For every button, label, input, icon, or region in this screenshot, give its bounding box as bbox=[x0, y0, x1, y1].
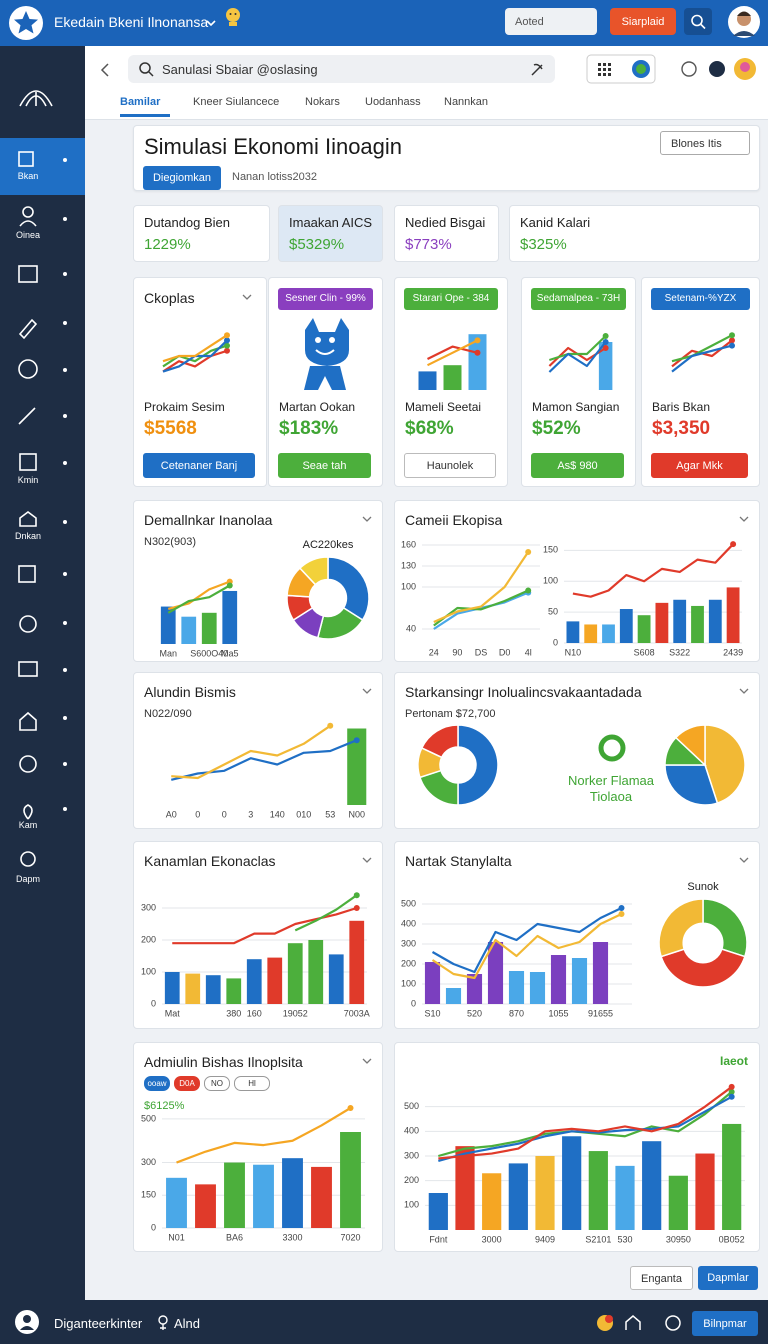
panel-title: Admiulin Bishas Ilnoplsita bbox=[144, 1054, 303, 1070]
panel-card bbox=[394, 1042, 760, 1252]
emoji-icon bbox=[226, 8, 240, 26]
logo bbox=[9, 6, 43, 40]
sidebar-label: Dnkan bbox=[14, 531, 41, 541]
chip[interactable]: Hl bbox=[234, 1076, 270, 1091]
stat-label: Nedied Bisgai bbox=[405, 215, 486, 230]
secondary-button[interactable]: Enganta bbox=[630, 1266, 693, 1290]
bottom-status: Alnd bbox=[174, 1316, 201, 1331]
product-name: Mamon Sangian bbox=[532, 400, 620, 414]
bottom-user: Diganteerkinter bbox=[54, 1316, 143, 1331]
brand-text: Norker Flamaa bbox=[568, 773, 654, 788]
sidebar-icons bbox=[18, 90, 67, 867]
highlight-value: $6125% bbox=[144, 1100, 185, 1112]
search-button[interactable] bbox=[684, 8, 712, 35]
caret bbox=[206, 20, 216, 27]
avatar[interactable] bbox=[727, 4, 761, 40]
product-button[interactable]: Agar Mkk bbox=[651, 453, 748, 478]
panel-card bbox=[133, 841, 383, 1029]
stat-label: Imaakan AICS bbox=[289, 215, 373, 230]
product-value: $183% bbox=[279, 418, 339, 439]
panel-title: Starkansingr Inolualincsvakaantadada bbox=[405, 684, 642, 700]
bottom-icons bbox=[15, 1310, 681, 1334]
search-bar[interactable]: Sanulasi Sbaiar @oslasing bbox=[128, 55, 555, 83]
panel-subtitle: N022/090 bbox=[144, 708, 192, 720]
product-button[interactable]: Cetenaner Banj bbox=[143, 453, 255, 478]
primary-footer-button[interactable]: Dapmlar bbox=[698, 1266, 758, 1290]
toolbar-icons[interactable] bbox=[586, 54, 761, 84]
product-badge: Sesner Clin - 99% bbox=[278, 288, 373, 310]
search-icons bbox=[139, 62, 543, 77]
tab[interactable]: Bamilar bbox=[120, 96, 161, 108]
brand-text: Tiolaoa bbox=[589, 789, 633, 804]
chip[interactable]: D0A bbox=[174, 1076, 200, 1091]
tab[interactable]: Nokars bbox=[305, 96, 340, 108]
product-card bbox=[521, 277, 636, 487]
header-button[interactable]: Diegiomkan bbox=[143, 166, 221, 190]
panel-title: Cameii Ekopisa bbox=[405, 512, 503, 528]
stat-value: $773% bbox=[405, 236, 452, 253]
stat-label: Kanid Kalari bbox=[520, 215, 591, 230]
tab[interactable]: Kneer Siulancece bbox=[193, 96, 280, 108]
product-button[interactable]: As$ 980 bbox=[531, 453, 624, 478]
panel-subtitle: N302(903) bbox=[144, 536, 196, 548]
product-title: Ckoplas bbox=[144, 290, 195, 306]
back-button[interactable] bbox=[98, 62, 112, 78]
page-title: Simulasi Ekonomi Iinoagin bbox=[144, 134, 403, 159]
product-badge: Setenam-%YZX bbox=[651, 288, 750, 310]
stat-card bbox=[278, 205, 383, 262]
chip[interactable]: ooaw bbox=[144, 1076, 170, 1091]
sidebar-label: Dapm bbox=[15, 874, 40, 884]
header-dropdown[interactable]: Blones Itis bbox=[660, 131, 750, 155]
header-note: Nanan lotiss2032 bbox=[232, 171, 318, 183]
panel-card bbox=[394, 841, 760, 1029]
product-value: $52% bbox=[532, 418, 581, 439]
stat-card bbox=[394, 205, 499, 262]
product-badge: Starari Ope - 384 bbox=[404, 288, 498, 310]
product-button[interactable]: Seae tah bbox=[278, 453, 371, 478]
search-input[interactable]: Aoted bbox=[505, 8, 597, 35]
stat-value: $325% bbox=[520, 236, 567, 253]
product-button[interactable]: Haunolek bbox=[404, 453, 496, 478]
stat-value: 1229% bbox=[144, 236, 191, 253]
product-name: Martan Ookan bbox=[279, 400, 356, 414]
sidebar-label: Bkan bbox=[17, 171, 39, 181]
panel-title: Nartak Stanylalta bbox=[405, 853, 512, 869]
tab[interactable]: Uodanhass bbox=[365, 96, 421, 108]
panel-title: Alundin Bismis bbox=[144, 684, 236, 700]
product-card bbox=[641, 277, 760, 487]
product-value: $68% bbox=[405, 418, 454, 439]
product-name: Mameli Seetai bbox=[405, 400, 482, 414]
panel-card bbox=[133, 1042, 383, 1252]
stat-value: $5329% bbox=[289, 236, 345, 253]
primary-button[interactable]: Siarplaid bbox=[610, 8, 676, 35]
app-title: Ekedain Bkeni Ilnonansa bbox=[54, 14, 209, 30]
sidebar-active bbox=[0, 138, 85, 195]
stat-label: Dutandog Bien bbox=[144, 215, 231, 230]
panel-title: Demallnkar Inanolaa bbox=[144, 512, 273, 528]
panel-title: Iaeot bbox=[719, 1054, 748, 1068]
product-card bbox=[133, 277, 267, 487]
tab[interactable]: Nannkan bbox=[444, 96, 489, 108]
product-badge: Sedamalpea - 73H bbox=[531, 288, 626, 310]
chip[interactable]: NO bbox=[204, 1076, 230, 1091]
tab-underline bbox=[120, 114, 170, 117]
sidebar-label: Kmin bbox=[17, 475, 39, 485]
product-name: Prokaim Sesim bbox=[144, 400, 225, 414]
product-name: Baris Bkan bbox=[652, 400, 711, 414]
page-header-card bbox=[133, 125, 760, 191]
stat-card bbox=[509, 205, 760, 262]
stat-card bbox=[133, 205, 270, 262]
bottom-button[interactable]: Bilnpmar bbox=[692, 1311, 758, 1336]
product-value: $3,350 bbox=[652, 418, 711, 439]
panel-subtitle: Pertonam $72,700 bbox=[405, 708, 496, 720]
panel-title: Kanamlan Ekonaclas bbox=[144, 853, 276, 869]
product-value: $5568 bbox=[144, 418, 197, 439]
sidebar-label: Kam bbox=[18, 820, 38, 830]
sidebar bbox=[0, 46, 85, 1300]
sidebar-label: Oinea bbox=[15, 230, 41, 240]
